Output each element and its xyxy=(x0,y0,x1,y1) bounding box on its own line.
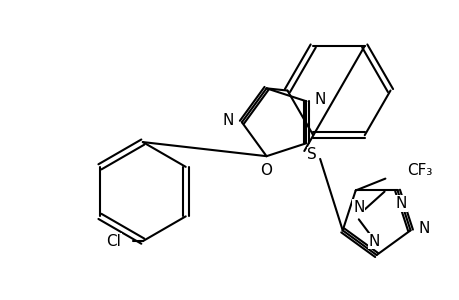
Text: S: S xyxy=(307,148,316,163)
Text: N: N xyxy=(353,200,364,215)
Text: N: N xyxy=(418,221,429,236)
Text: CF₃: CF₃ xyxy=(406,163,431,178)
Text: N: N xyxy=(368,234,380,249)
Text: N: N xyxy=(314,92,325,107)
Text: O: O xyxy=(260,163,272,178)
Text: Cl: Cl xyxy=(106,234,121,249)
Text: N: N xyxy=(395,196,406,211)
Text: N: N xyxy=(222,113,233,128)
